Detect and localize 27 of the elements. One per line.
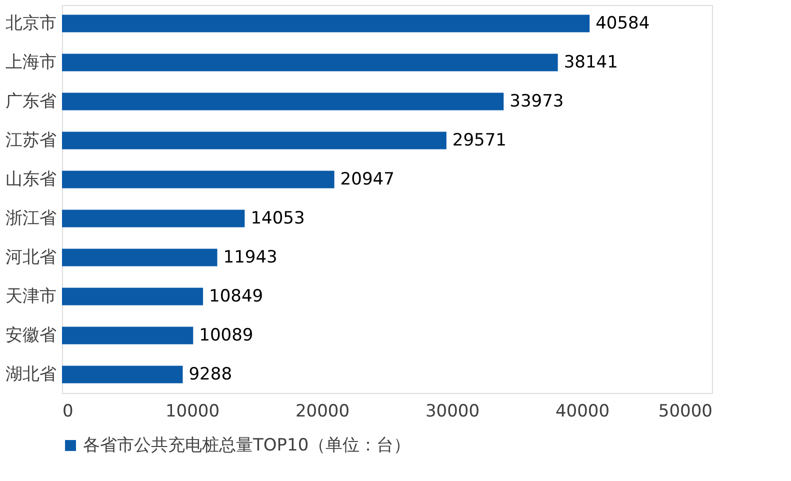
x-tick-label: 40000: [555, 402, 610, 422]
y-tick-label: 湖北省: [6, 364, 56, 384]
data-label: 10849: [209, 286, 264, 306]
x-tick-label: 10000: [165, 402, 220, 422]
y-tick-label: 广东省: [6, 92, 56, 112]
y-tick-label: 北京市: [6, 14, 56, 34]
legend-label: 各省市公共充电桩总量TOP10（单位：台）: [83, 436, 411, 456]
data-label: 33973: [510, 92, 564, 112]
x-tick-label: 0: [62, 402, 74, 422]
data-label: 10089: [199, 325, 254, 346]
x-tick-label: 30000: [425, 402, 480, 422]
y-tick-label: 安徽省: [6, 325, 56, 346]
x-tick-label: 50000: [658, 402, 712, 422]
data-label: 14053: [250, 208, 305, 228]
y-tick-label: 上海市: [6, 52, 56, 73]
y-tick-label: 天津市: [6, 286, 56, 306]
y-tick-label: 山东省: [6, 170, 56, 190]
y-tick-label: 河北省: [6, 247, 56, 268]
data-label: 38141: [564, 52, 618, 73]
x-tick-label: 20000: [295, 402, 350, 422]
data-label: 40584: [596, 14, 650, 34]
y-tick-label: 浙江省: [6, 208, 56, 228]
data-label: 11943: [223, 247, 278, 268]
data-label: 29571: [452, 130, 507, 151]
data-label: 9288: [188, 364, 232, 384]
y-tick-label: 江苏省: [6, 130, 56, 151]
data-label: 20947: [340, 170, 394, 190]
